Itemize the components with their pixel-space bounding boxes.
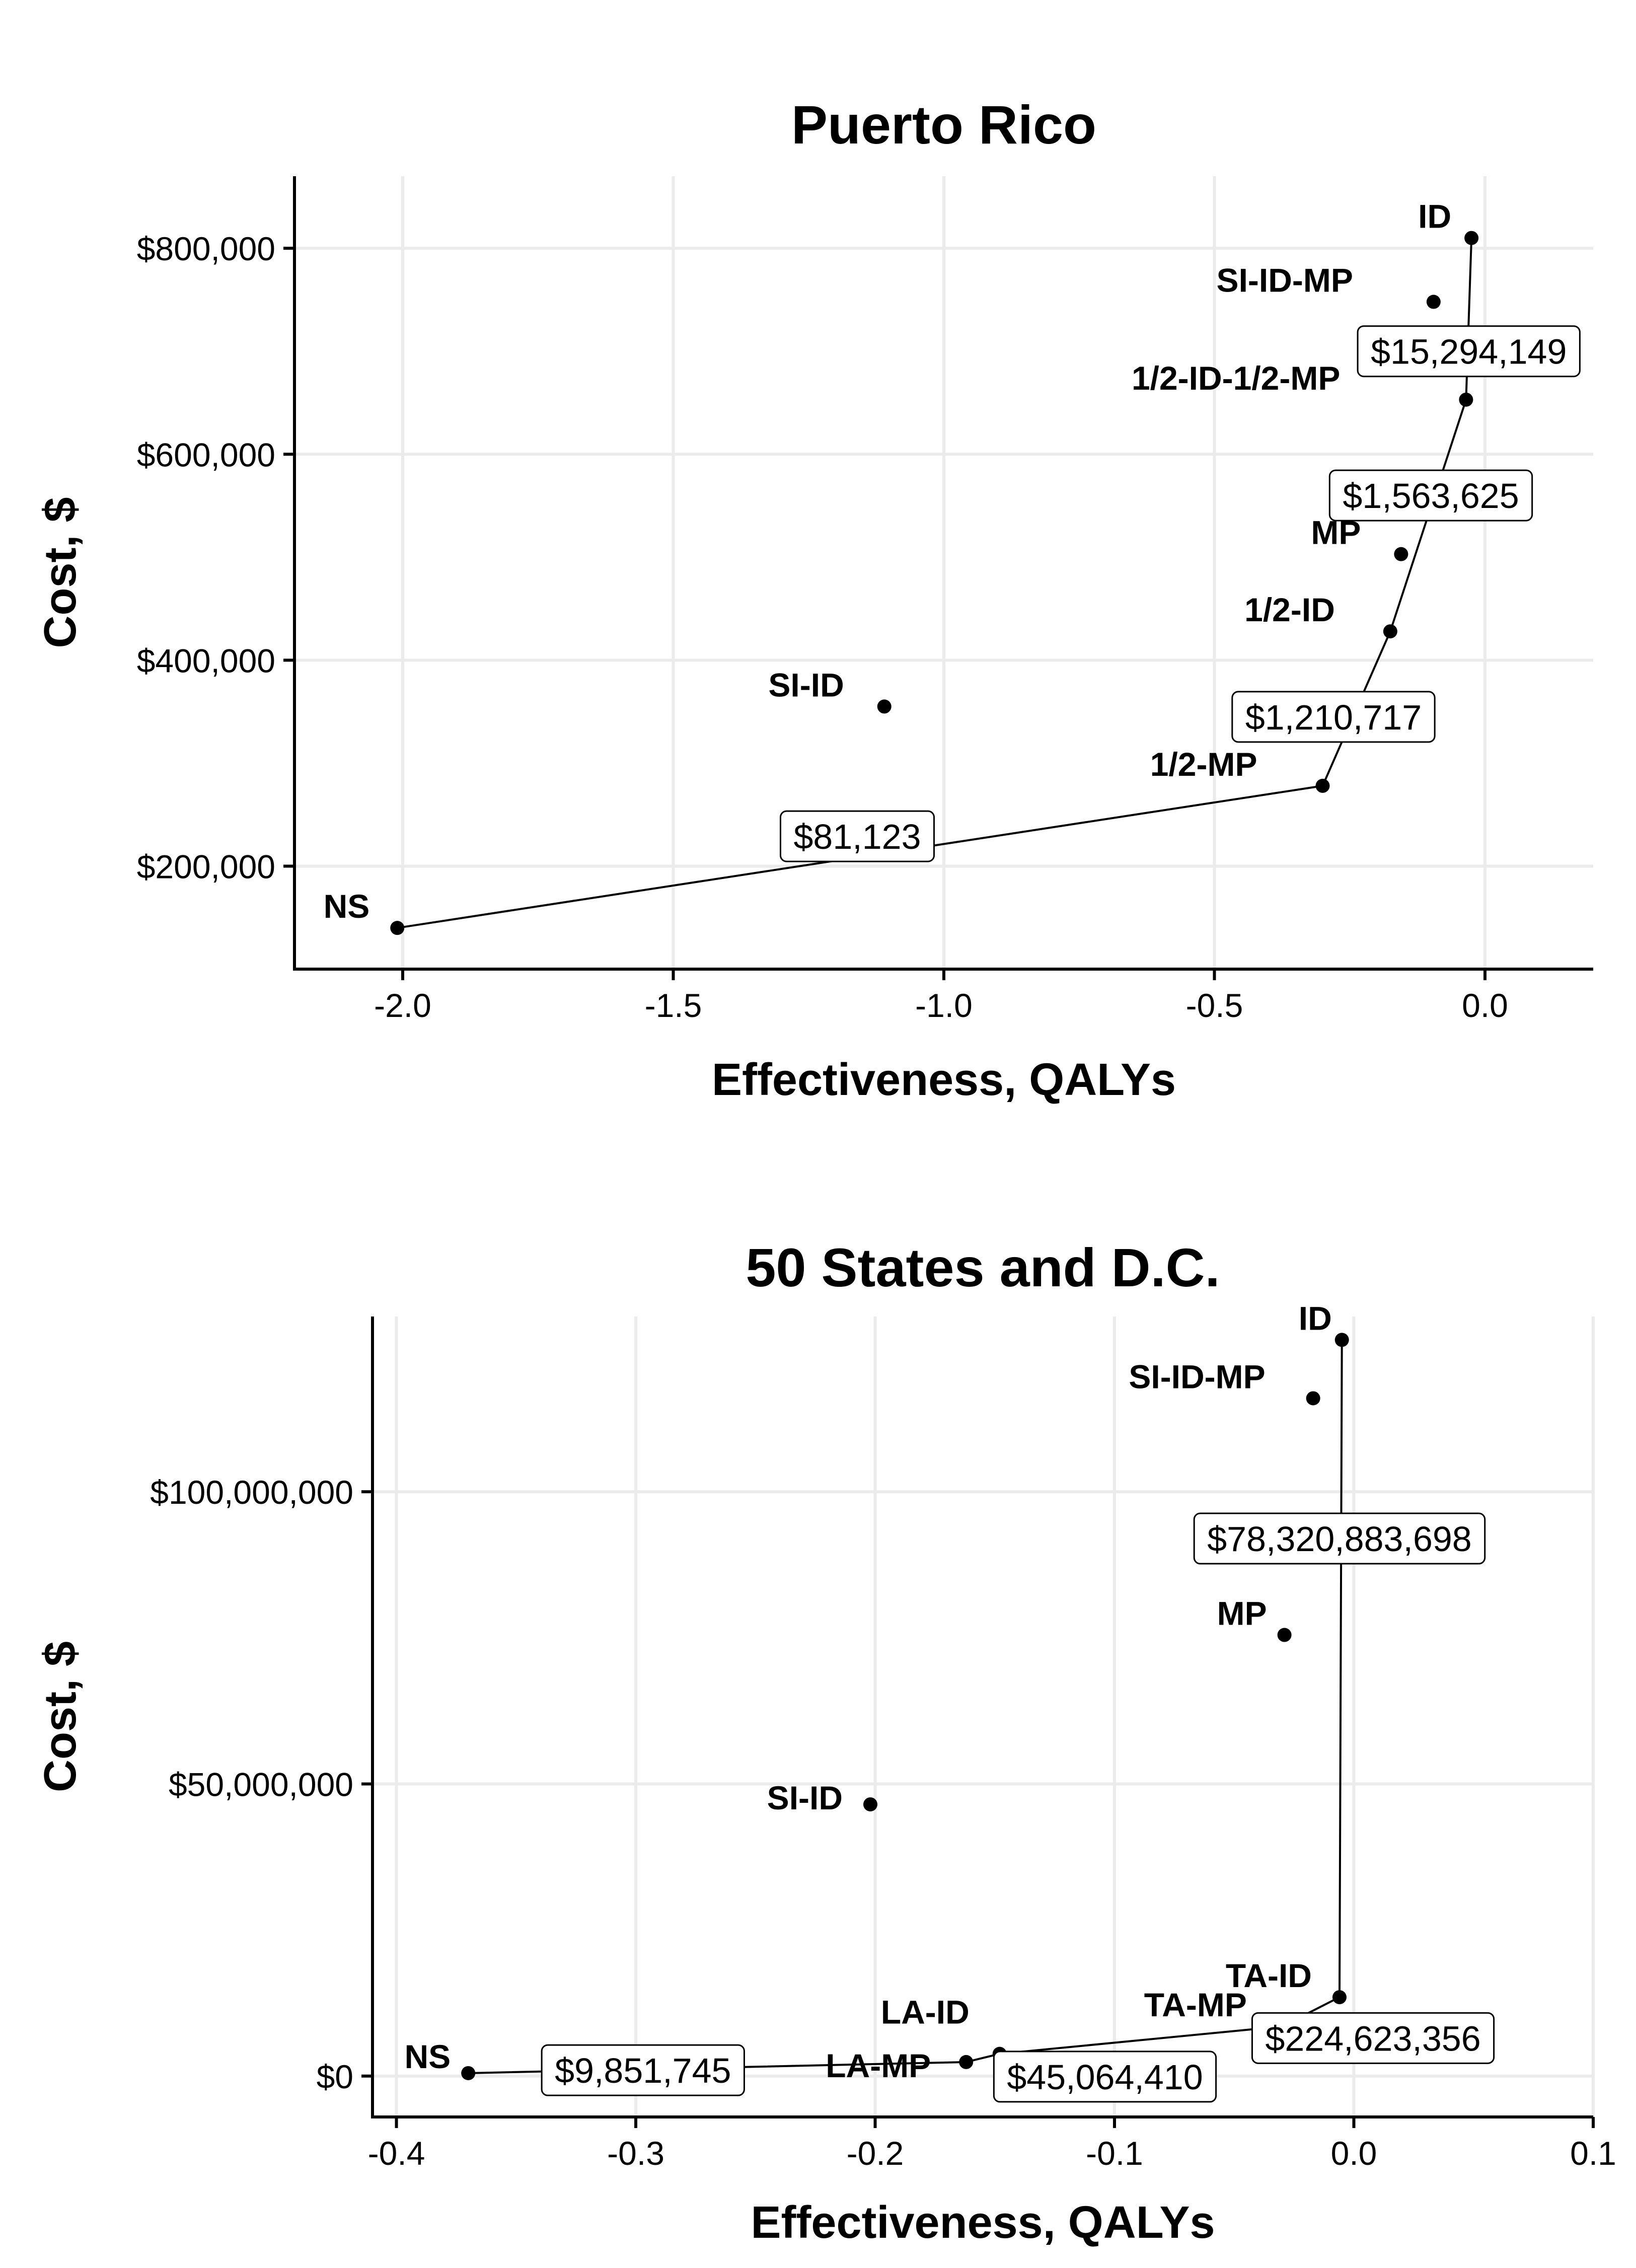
- icer-label-box: [993, 2051, 1217, 2103]
- icer-label: $1,563,625: [1343, 476, 1519, 516]
- x-tick-label: 0.0: [1462, 987, 1508, 1024]
- icer-label-group: $9,851,745: [541, 2044, 745, 2096]
- icer-label: $1,210,717: [1245, 698, 1422, 737]
- point-label-1-2-mp: 1/2-MP: [1150, 746, 1257, 783]
- point-label-id: ID: [1299, 1299, 1332, 1337]
- point-mp: [1394, 547, 1408, 561]
- icer-label-group: $224,623,356: [1251, 2012, 1495, 2064]
- icer-label: $224,623,356: [1265, 2019, 1480, 2058]
- icer-label-box: [1251, 2012, 1495, 2064]
- point-1-2-id-1-2-mp: [1459, 392, 1473, 407]
- icer-label: $78,320,883,698: [1207, 1519, 1472, 1559]
- point-label-ta-mp: TA-MP: [1144, 1986, 1247, 2023]
- icer-label-group: $45,064,410: [993, 2051, 1217, 2103]
- point-si-id-mp: [1426, 295, 1441, 309]
- x-tick-label: -1.0: [915, 987, 973, 1024]
- point-label-si-id-mp: SI-ID-MP: [1129, 1358, 1265, 1395]
- chart-title: 50 States and D.C.: [746, 1237, 1220, 1298]
- point-label-ns: NS: [405, 2038, 451, 2075]
- x-tick-label: -0.2: [847, 2135, 904, 2172]
- point-label-la-mp: LA-MP: [826, 2047, 931, 2084]
- icer-label-box: [1357, 325, 1581, 378]
- y-tick-label: $800,000: [137, 230, 275, 267]
- icer-label: $9,851,745: [555, 2051, 731, 2090]
- point-label-ns: NS: [324, 888, 370, 925]
- x-tick-label: -2.0: [374, 987, 431, 1024]
- y-tick-label: $100,000,000: [150, 1474, 353, 1511]
- y-tick-label: $0: [317, 2058, 353, 2095]
- x-axis-title: Effectiveness, QALYs: [712, 1055, 1176, 1105]
- y-tick-label: $600,000: [137, 436, 275, 473]
- point-id: [1334, 1333, 1349, 1347]
- icer-label: $15,294,149: [1371, 332, 1567, 372]
- x-tick-label: 0.1: [1570, 2135, 1616, 2172]
- point-mp: [1277, 1628, 1292, 1642]
- icer-label-group: $78,320,883,698: [1193, 1512, 1486, 1565]
- icer-label-box: [541, 2044, 745, 2096]
- point-label-si-id: SI-ID: [768, 666, 844, 703]
- point-ta-id: [1332, 1990, 1347, 2005]
- icer-label: $81,123: [793, 817, 921, 856]
- point-1-2-mp: [1315, 778, 1330, 793]
- point-label-ta-id: TA-ID: [1226, 1957, 1312, 1994]
- chart-title: Puerto Rico: [791, 94, 1096, 155]
- x-tick-label: -0.3: [607, 2135, 664, 2172]
- x-tick-label: -1.5: [645, 987, 702, 1024]
- point-ns: [390, 921, 405, 935]
- chart-panel-50-states-and-d-c: -0.4 -0.3 -0.2 -0.1 0.0 0.1 $0 $50,000,000 $100,…: [35, 1237, 1616, 2248]
- icer-label-group: $1,210,717: [1231, 691, 1436, 743]
- icer-label-box: [1328, 469, 1533, 522]
- y-axis-title: Cost, $: [35, 497, 86, 648]
- icer-label-group: $15,294,149: [1357, 325, 1581, 378]
- point-si-id: [863, 1797, 878, 1812]
- chart-panel-puerto-rico: -2.0 -1.5 -1.0 -0.5 0.0 $200,000 $400,000 $600,…: [35, 94, 1593, 1105]
- x-tick-label: -0.4: [368, 2135, 425, 2172]
- x-tick-label: -0.5: [1186, 987, 1243, 1024]
- y-axis-title: Cost, $: [35, 1641, 86, 1792]
- x-tick-label: -0.1: [1086, 2135, 1143, 2172]
- icer-label-box: [779, 810, 935, 862]
- point-ns: [461, 2066, 476, 2080]
- point-label-1-2-id: 1/2-ID: [1244, 591, 1335, 628]
- point-label-mp: MP: [1217, 1595, 1267, 1632]
- icer-label-group: $81,123: [779, 810, 935, 862]
- point-label-id: ID: [1418, 198, 1451, 235]
- icer-label-box: [1193, 1512, 1486, 1565]
- efficiency-frontier-line: [468, 1340, 1343, 2074]
- point-la-mp: [959, 2055, 974, 2069]
- icer-label-box: [1231, 691, 1436, 743]
- point-si-id: [877, 699, 891, 714]
- point-label-si-id: SI-ID: [767, 1779, 843, 1816]
- y-tick-label: $50,000,000: [169, 1766, 353, 1803]
- point-label-si-id-mp: SI-ID-MP: [1217, 262, 1353, 299]
- point-1-2-id: [1383, 624, 1397, 639]
- icer-label-group: $1,563,625: [1328, 469, 1533, 522]
- y-tick-label: $400,000: [137, 642, 275, 679]
- x-axis-title: Effectiveness, QALYs: [751, 2198, 1215, 2248]
- icer-label: $45,064,410: [1007, 2058, 1203, 2097]
- point-label-la-id: LA-ID: [881, 1994, 970, 2031]
- point-si-id-mp: [1306, 1391, 1320, 1406]
- x-tick-label: 0.0: [1331, 2135, 1377, 2172]
- point-id: [1464, 231, 1479, 245]
- point-label-1-2-id-1-2-mp: 1/2-ID-1/2-MP: [1132, 359, 1340, 397]
- y-tick-label: $200,000: [137, 848, 275, 885]
